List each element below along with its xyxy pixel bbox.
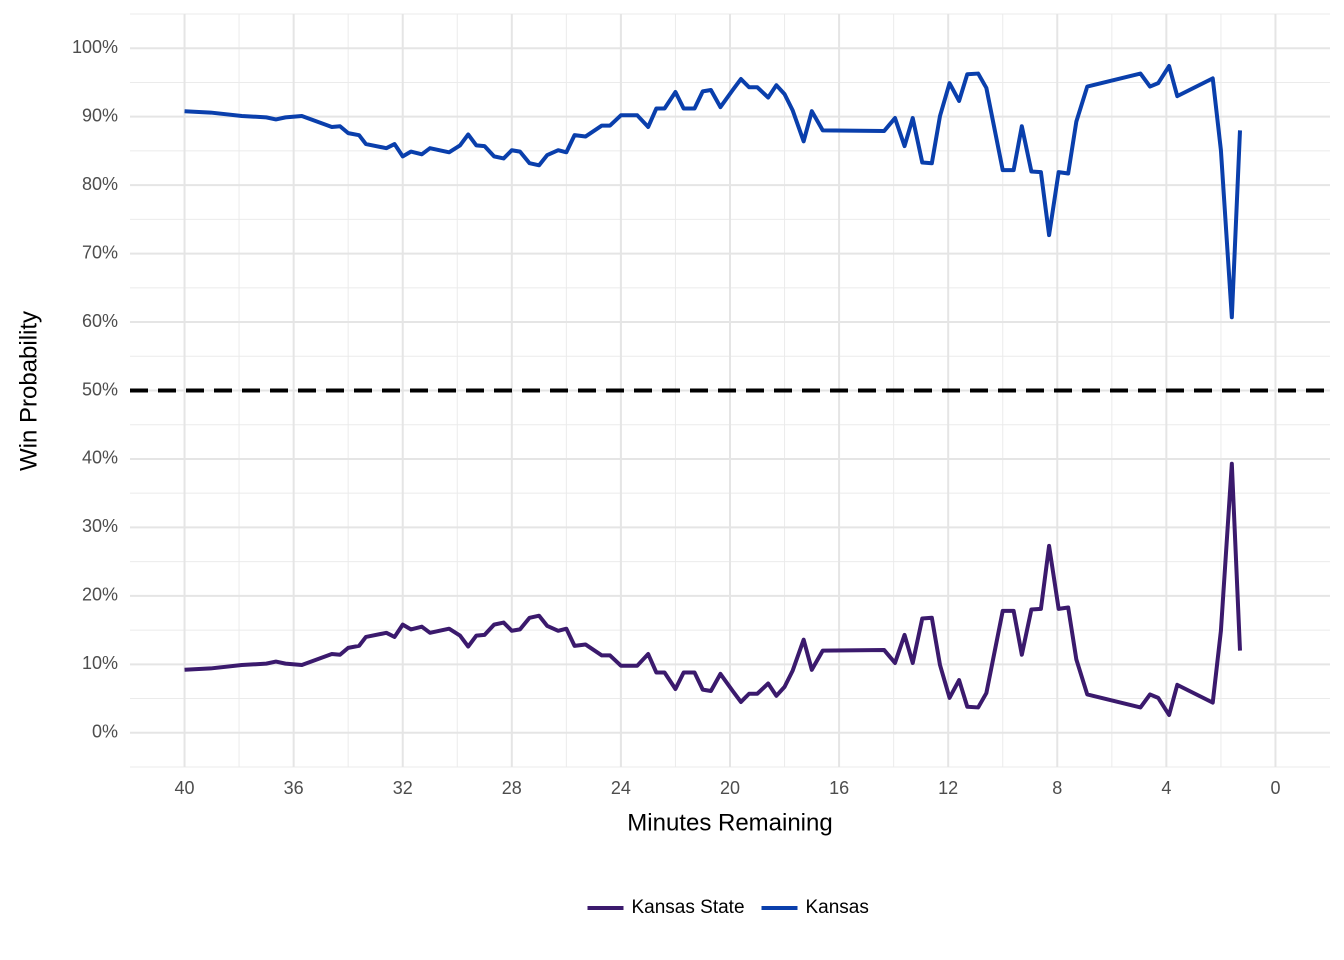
y-tick-label: 100% — [72, 37, 118, 57]
series-line — [184, 64, 1242, 320]
x-tick-label: 28 — [502, 778, 522, 798]
y-axis-title: Win Probability — [15, 311, 42, 471]
y-tick-label: 50% — [82, 379, 118, 399]
legend-label: Kansas — [806, 897, 869, 918]
y-tick-label: 60% — [82, 311, 118, 331]
legend-label: Kansas State — [632, 897, 745, 918]
x-axis-title: Minutes Remaining — [627, 809, 832, 836]
y-tick-label: 80% — [82, 174, 118, 194]
y-tick-label: 30% — [82, 516, 118, 536]
x-tick-label: 40 — [175, 778, 195, 798]
x-tick-label: 0 — [1270, 778, 1280, 798]
x-tick-label: 8 — [1052, 778, 1062, 798]
x-tick-label: 16 — [829, 778, 849, 798]
y-tick-label: 20% — [82, 585, 118, 605]
y-tick-label: 70% — [82, 242, 118, 262]
x-tick-label: 24 — [611, 778, 631, 798]
x-tick-label: 4 — [1161, 778, 1171, 798]
y-tick-label: 40% — [82, 448, 118, 468]
x-tick-label: 20 — [720, 778, 740, 798]
y-tick-label: 10% — [82, 653, 118, 673]
y-tick-label: 0% — [92, 722, 118, 742]
x-tick-label: 36 — [284, 778, 304, 798]
x-tick-label: 32 — [393, 778, 413, 798]
series-line — [184, 461, 1242, 717]
x-tick-label: 12 — [938, 778, 958, 798]
y-tick-label: 90% — [82, 105, 118, 125]
